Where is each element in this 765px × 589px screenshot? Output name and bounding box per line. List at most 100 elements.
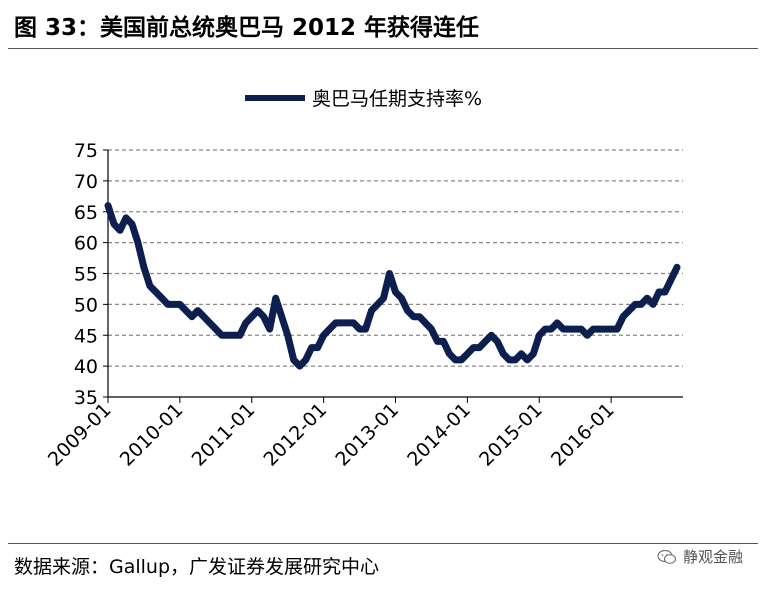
data-point [656,289,662,295]
x-tick-label: 2016-01 [547,399,619,471]
data-point [590,326,596,332]
data-point [327,326,333,332]
data-point [333,320,339,326]
data-point [399,295,404,301]
data-point [177,301,183,307]
data-point [315,345,321,351]
y-tick-label: 55 [74,264,98,286]
data-point [476,345,482,351]
data-point [375,301,380,307]
data-point [638,301,644,307]
watermark-text: 静观金融 [682,548,743,566]
data-point [482,338,488,344]
data-point [381,295,386,301]
data-point [422,320,428,326]
data-point [303,357,309,363]
data-point [506,357,512,363]
data-point [417,314,422,320]
y-axis: 35 40 45 50 55 60 65 70 75 [74,140,109,409]
data-point [255,308,261,314]
data-point [369,308,374,314]
data-point [243,320,249,326]
data-point [548,326,554,332]
data-point [524,357,530,363]
data-point [554,320,560,326]
data-point [351,320,357,326]
x-tick-label: 2011-01 [188,399,260,471]
x-tick-label: 2012-01 [259,399,331,471]
data-point [405,308,410,314]
x-tick-label: 2015-01 [475,399,547,471]
x-tick-label: 2014-01 [403,399,475,471]
data-point [458,357,464,363]
data-point [189,314,195,320]
data-point [608,326,614,332]
data-point [201,314,207,320]
data-point [596,326,602,332]
wechat-icon [657,549,677,564]
x-tick-label: 2013-01 [331,399,403,471]
data-point [279,314,285,320]
data-point [309,345,315,351]
watermark: 静观金融 [657,546,743,567]
data-point [357,326,363,332]
data-point [249,314,255,320]
data-point [273,295,279,301]
data-point [363,326,369,332]
data-point [584,332,590,338]
data-point [488,332,494,338]
data-point [644,295,650,301]
data-point [123,215,129,221]
data-point [171,301,177,307]
data-point [512,357,518,363]
data-point [434,338,440,344]
data-point [141,264,147,270]
data-point [393,289,398,295]
data-point [578,326,584,332]
data-point [632,301,638,307]
data-point [237,332,243,338]
bottom-rule [8,543,758,544]
x-tick-label: 2010-01 [116,399,188,471]
data-point [225,332,231,338]
data-point [428,326,434,332]
data-point [464,351,470,357]
data-point [159,295,165,301]
approval-line-chart: 奥巴马任期支持率% 35 40 45 50 55 60 65 70 75 2009-01 2010… [44,88,683,471]
data-point [440,338,446,344]
data-point [626,308,632,314]
legend: 奥巴马任期支持率% [245,88,482,110]
y-tick-label: 75 [74,140,98,162]
data-point [105,203,111,209]
x-tick-label: 2009-01 [44,399,116,471]
data-point [620,314,626,320]
gridlines [108,149,683,367]
data-point [452,357,458,363]
data-point [339,320,345,326]
figure-title: 图 33：美国前总统奥巴马 2012 年获得连任 [14,15,480,41]
x-axis: 2009-01 2010-01 2011-01 2012-01 2013-01 2014-… [44,396,683,471]
source-note: 数据来源：Gallup，广发证券发展研究中心 [14,556,380,578]
data-point [536,332,542,338]
data-point [111,221,117,227]
data-point [494,338,500,344]
data-point [387,271,392,276]
data-point [470,345,476,351]
y-tick-label: 50 [74,294,98,316]
data-point [518,351,524,357]
data-point [560,326,566,332]
data-point [153,289,159,295]
data-point [231,332,237,338]
data-point [674,264,680,270]
series-line-0 [104,202,681,370]
data-point [566,326,572,332]
data-point [446,351,452,357]
y-tick-label: 45 [74,325,98,347]
legend-label: 奥巴马任期支持率% [312,88,482,110]
data-point [297,363,303,369]
data-point [147,283,153,289]
data-point [183,308,189,314]
data-point [614,326,620,332]
data-point [267,326,273,332]
data-point [345,320,351,326]
